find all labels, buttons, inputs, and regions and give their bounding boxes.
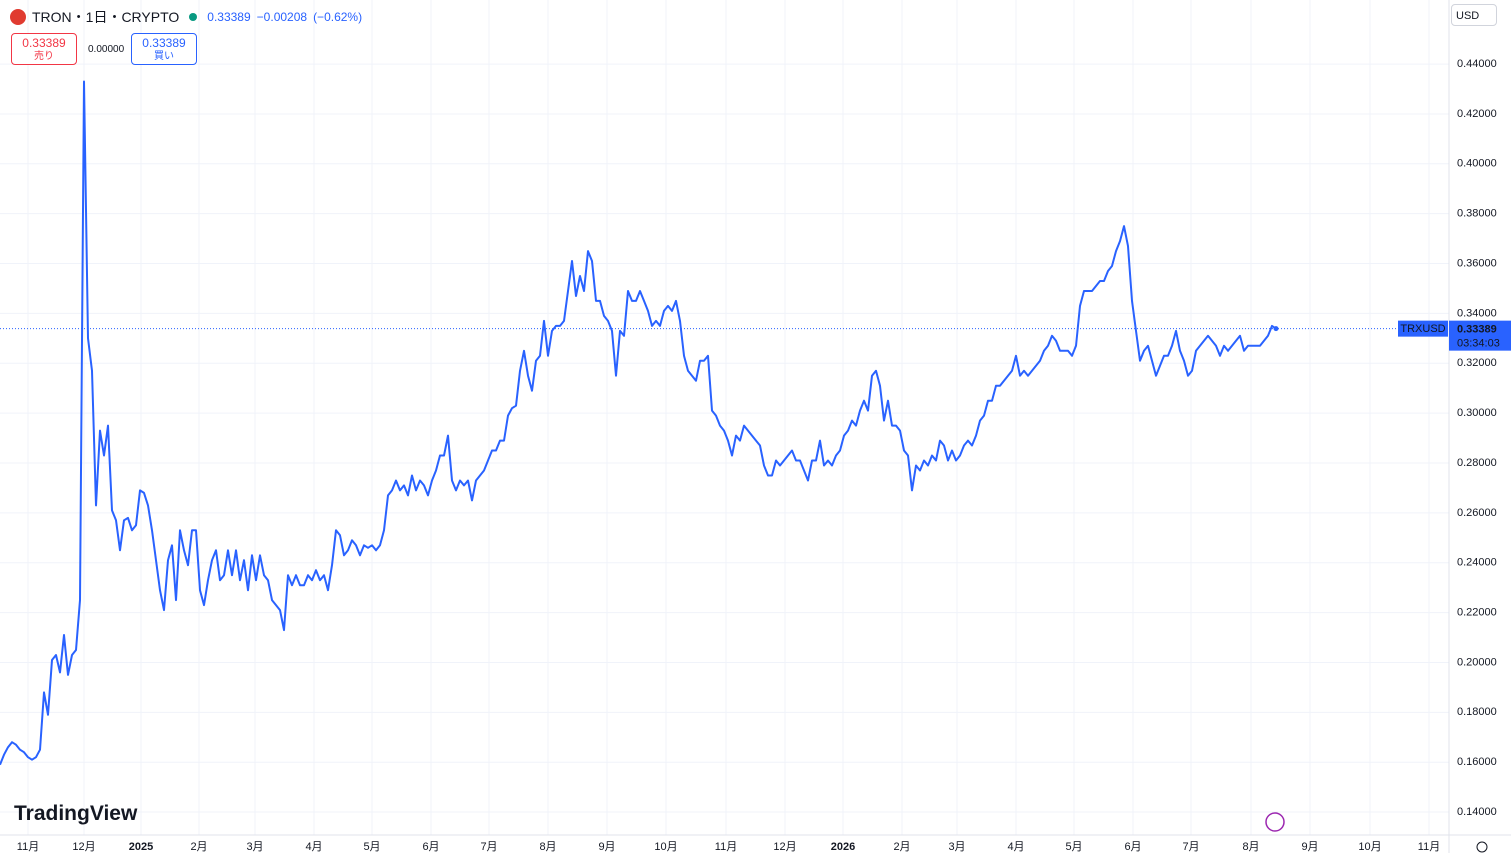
y-tick-label: 0.22000 — [1457, 607, 1497, 619]
brand-logo[interactable]: TradingView — [14, 802, 138, 825]
x-tick-label: 5月 — [363, 841, 380, 853]
y-tick-label: 0.28000 — [1457, 457, 1497, 469]
y-tick-label: 0.42000 — [1457, 108, 1497, 120]
change-pct: (−0.62%) — [313, 10, 363, 24]
y-tick-label: 0.36000 — [1457, 257, 1497, 269]
x-tick-label: 3月 — [948, 841, 965, 853]
x-tick-label: 5月 — [1065, 841, 1082, 853]
change: −0.00208 — [256, 10, 308, 24]
x-tick-label: 11月 — [715, 841, 737, 853]
x-tick-label: 10月 — [1358, 841, 1381, 853]
x-tick-label: 4月 — [1007, 841, 1024, 853]
y-tick-label: 0.16000 — [1457, 756, 1497, 768]
countdown: 03:34:03 — [1457, 338, 1500, 350]
x-tick-label: 3月 — [246, 841, 263, 853]
x-tick-label: 2025 — [129, 841, 153, 853]
series-tag — [1398, 320, 1448, 337]
x-tick-label: 7月 — [480, 841, 497, 853]
sell-price: 0.33389 — [22, 36, 66, 50]
x-tick-label: 9月 — [1301, 841, 1318, 853]
y-tick-label: 0.20000 — [1457, 656, 1497, 668]
currency-select[interactable]: USD — [1451, 4, 1497, 26]
y-tick-label: 0.44000 — [1457, 58, 1497, 70]
x-tick-label: 12月 — [773, 841, 796, 853]
x-tick-label: 8月 — [1242, 841, 1259, 853]
y-tick-label: 0.38000 — [1457, 208, 1497, 220]
buy-price: 0.33389 — [142, 36, 186, 50]
x-tick-label: 10月 — [654, 841, 677, 853]
x-tick-label: 4月 — [305, 841, 322, 853]
symbol[interactable]: TRON・1日・CRYPTO — [32, 9, 180, 25]
last-price-label: 0.33389 — [1457, 324, 1497, 336]
series-name: TRXUSD — [1400, 323, 1445, 335]
y-tick-label: 0.32000 — [1457, 357, 1497, 369]
x-tick-label: 11月 — [1418, 841, 1440, 853]
sell-button[interactable]: 0.33389 売り — [11, 33, 77, 65]
lightning-icon — [1265, 812, 1285, 832]
price: 0.33389 — [207, 10, 251, 24]
price-line — [0, 80, 1277, 766]
coin-logo — [10, 9, 26, 25]
last-price-dot — [1273, 326, 1279, 332]
last-price-tag — [1449, 320, 1511, 351]
y-tick-label: 0.34000 — [1457, 307, 1497, 319]
x-tick-label: 6月 — [422, 841, 439, 853]
x-tick-label: 8月 — [539, 841, 556, 853]
x-tick-label: 2月 — [190, 841, 207, 853]
y-tick-label: 0.30000 — [1457, 407, 1497, 419]
x-tick-label: 12月 — [72, 841, 95, 853]
market-status — [189, 13, 198, 21]
y-tick-label: 0.18000 — [1457, 706, 1497, 718]
y-tick-label: 0.26000 — [1457, 507, 1497, 519]
y-tick-label: 0.24000 — [1457, 557, 1497, 569]
buy-button[interactable]: 0.33389 買い — [131, 33, 197, 65]
sell-label: 売り — [34, 51, 54, 62]
y-tick-label: 0.14000 — [1457, 806, 1497, 818]
x-tick-label: 2026 — [831, 841, 855, 853]
x-tick-label: 2月 — [893, 841, 910, 853]
x-tick-label: 7月 — [1182, 841, 1199, 853]
symbol-header: TRON・1日・CRYPTO 0.33389 −0.00208 (−0.62%) — [10, 7, 362, 27]
x-tick-label: 9月 — [598, 841, 615, 853]
x-tick-label: 6月 — [1124, 841, 1141, 853]
buy-label: 買い — [154, 51, 174, 62]
spread: 0.00000 — [88, 44, 125, 55]
settings-icon — [1476, 841, 1488, 853]
y-tick-label: 0.40000 — [1457, 158, 1497, 170]
x-tick-label: 11月 — [17, 841, 39, 853]
